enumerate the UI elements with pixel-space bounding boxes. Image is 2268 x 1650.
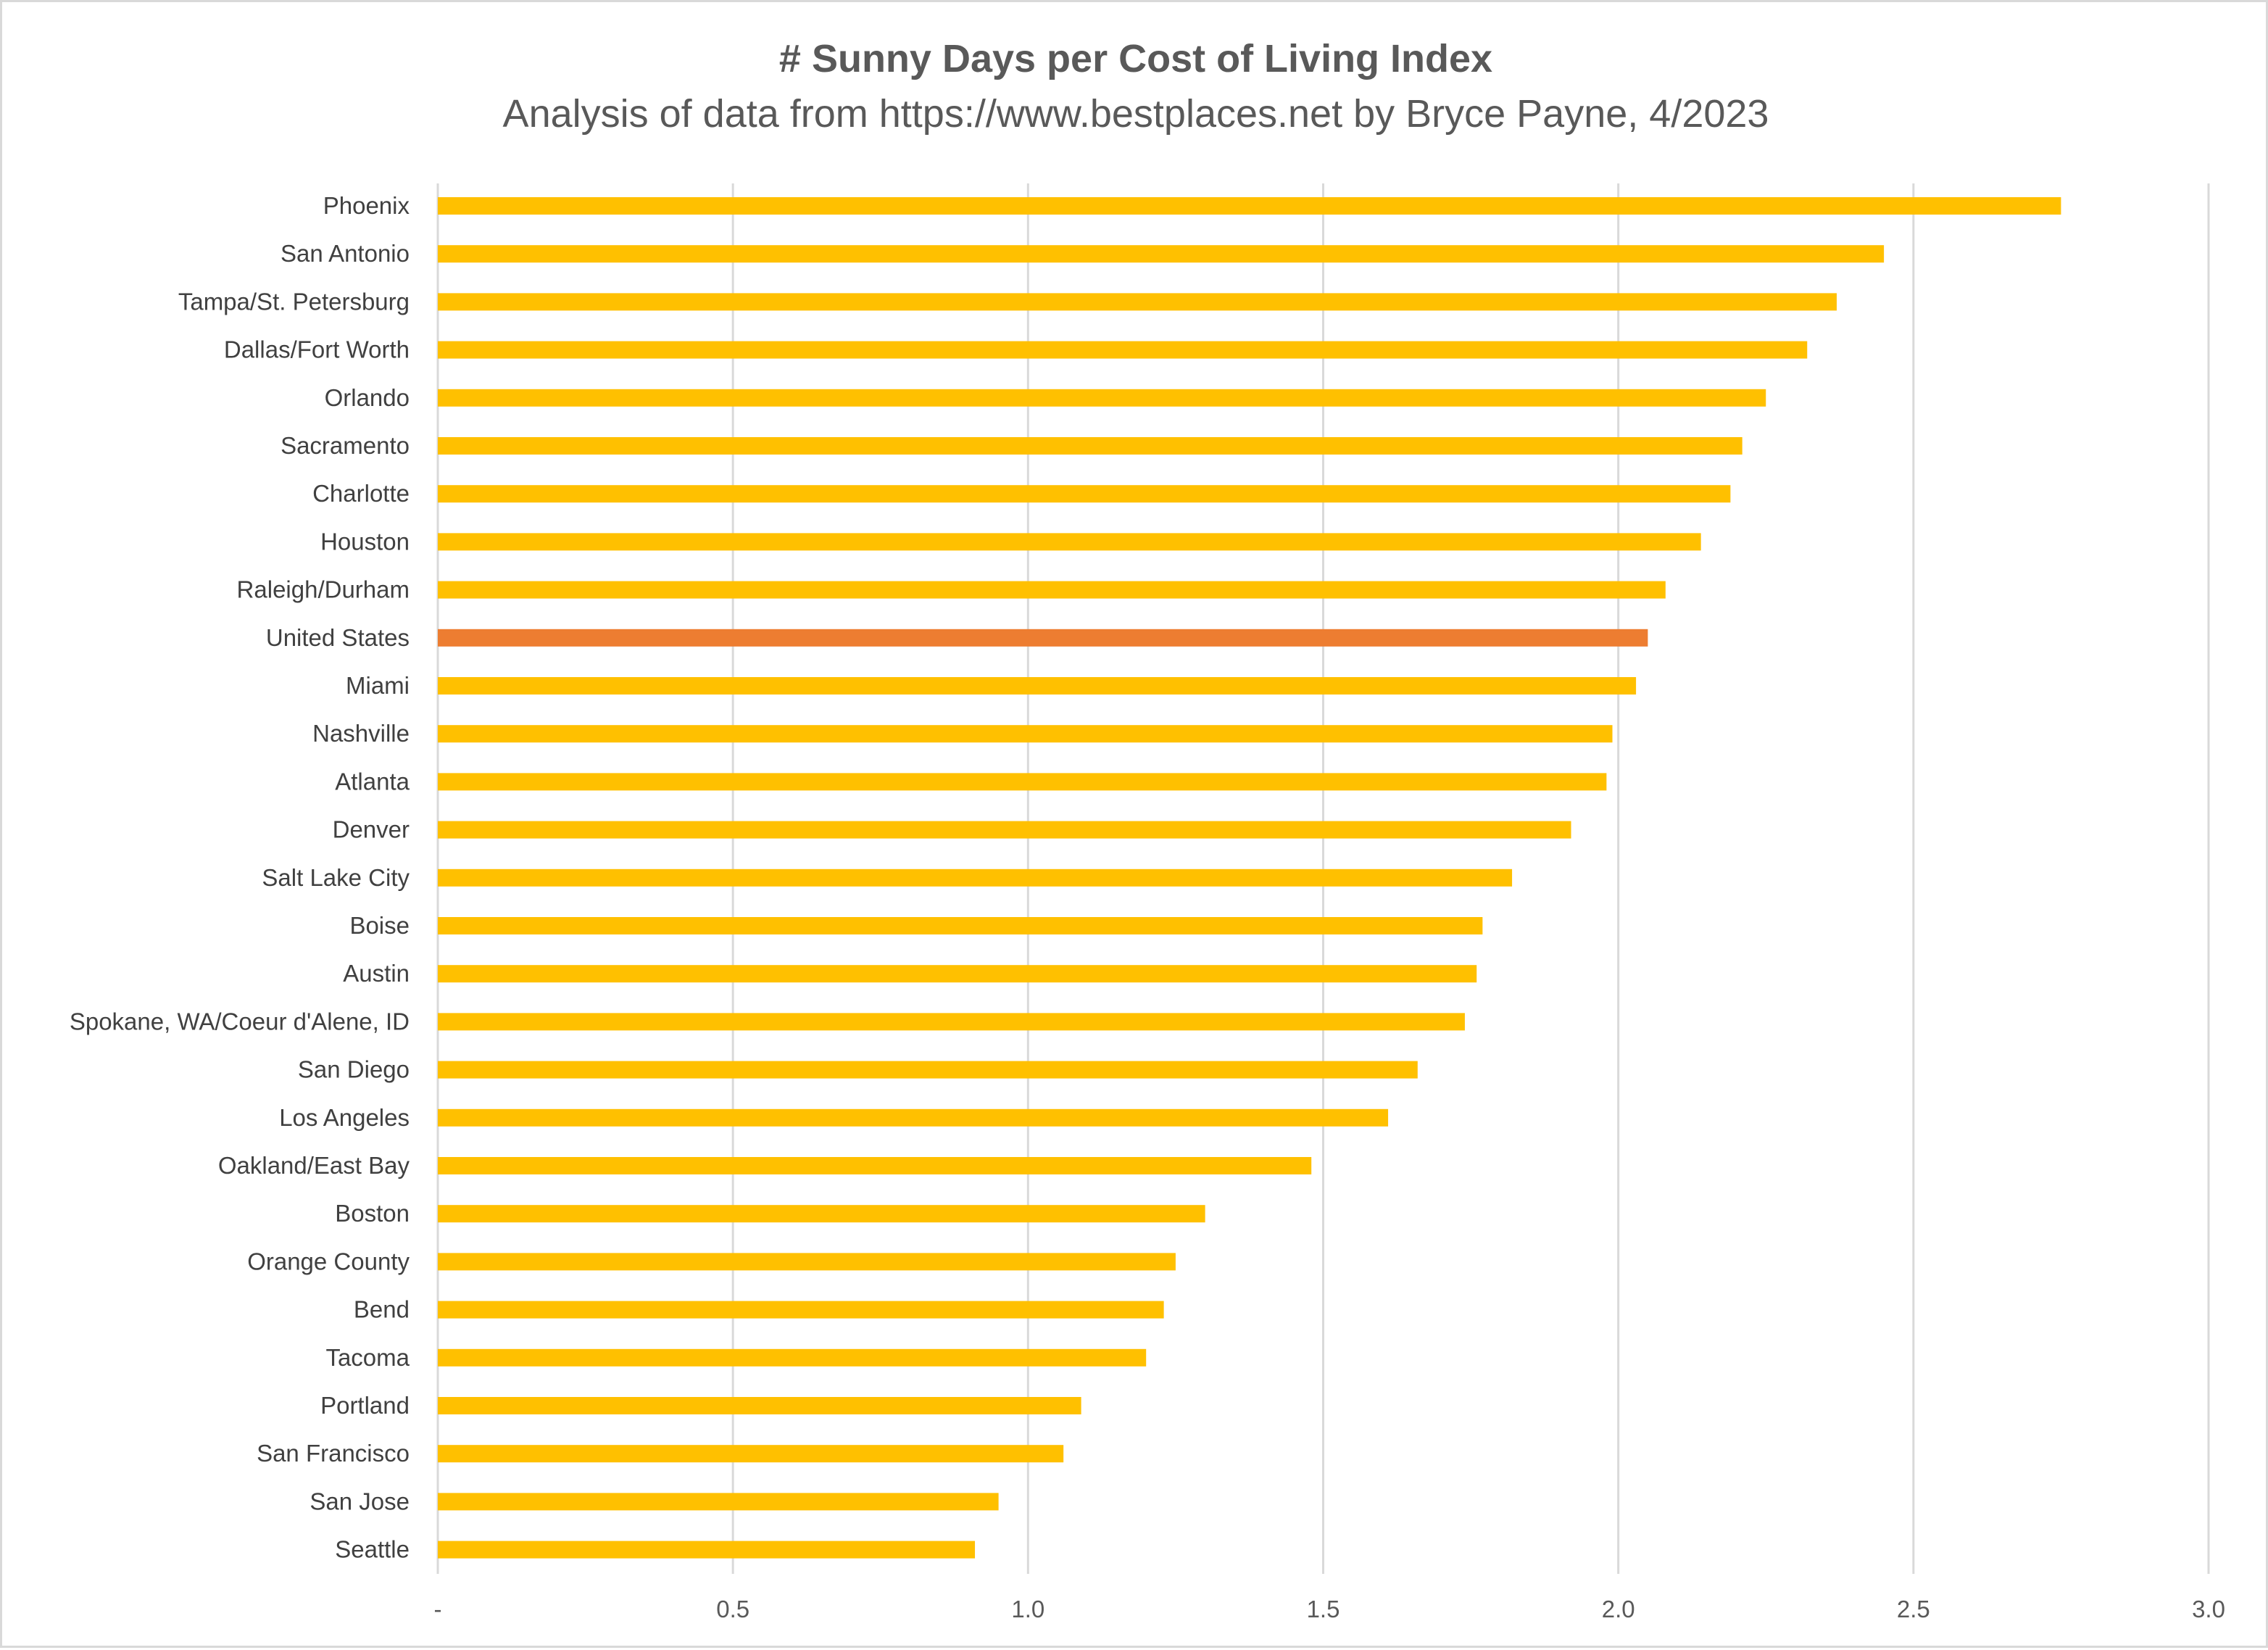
bar <box>438 1397 1081 1414</box>
category-label: San Diego <box>298 1056 410 1083</box>
category-label: Raleigh/Durham <box>237 576 410 603</box>
category-label: Tacoma <box>325 1344 410 1371</box>
x-tick-label: 2.0 <box>1602 1596 1635 1622</box>
category-label: Houston <box>320 528 410 555</box>
category-label: United States <box>266 624 410 651</box>
category-label: Nashville <box>312 720 410 747</box>
category-label: Oakland/East Bay <box>218 1152 410 1179</box>
x-tick-label: 1.0 <box>1011 1596 1044 1622</box>
x-tick-label: - <box>434 1596 442 1622</box>
bar <box>438 293 1837 311</box>
chart-subtitle: Analysis of data from https://www.bestpl… <box>503 92 1769 136</box>
x-tick-label: 1.5 <box>1307 1596 1340 1622</box>
bar <box>438 725 1613 743</box>
bar <box>438 1108 1389 1127</box>
category-label: Atlanta <box>335 768 410 795</box>
bar <box>438 1253 1176 1271</box>
category-label: Portland <box>320 1392 410 1419</box>
category-label: Tampa/St. Petersburg <box>178 288 410 315</box>
category-label: Charlotte <box>312 480 410 507</box>
category-label: San Jose <box>310 1488 410 1514</box>
category-labels: Phoenix San Antonio Tampa/St. Petersburg Da… <box>70 192 410 1563</box>
bar <box>438 917 1483 934</box>
category-label: Orlando <box>325 384 410 411</box>
bar <box>438 1205 1205 1223</box>
bar <box>438 389 1766 407</box>
bar <box>438 437 1742 455</box>
x-tick-label: 0.5 <box>716 1596 749 1622</box>
bar <box>438 773 1607 791</box>
bar <box>438 821 1571 839</box>
bar <box>438 1348 1147 1367</box>
category-label: Boise <box>349 912 410 939</box>
category-label: Dallas/Fort Worth <box>224 336 410 363</box>
category-label: Seattle <box>335 1536 410 1563</box>
bar <box>438 581 1666 599</box>
bar <box>438 965 1477 983</box>
chart-title: # Sunny Days per Cost of Living Index <box>779 37 1492 80</box>
bar <box>438 1541 976 1559</box>
category-label: Sacramento <box>281 432 410 459</box>
category-label: Orange County <box>247 1248 410 1274</box>
bar <box>438 1301 1164 1319</box>
x-tick-label: 3.0 <box>2192 1596 2225 1622</box>
bars <box>438 197 2061 1559</box>
bar <box>438 677 1637 695</box>
category-label: San Francisco <box>257 1440 410 1467</box>
category-label: Phoenix <box>323 192 410 219</box>
bar <box>438 485 1731 503</box>
category-label: Austin <box>343 960 410 987</box>
category-label: Miami <box>346 672 410 699</box>
category-label: Denver <box>333 816 410 843</box>
bar <box>438 1445 1064 1463</box>
x-tick-label: 2.5 <box>1897 1596 1930 1622</box>
category-label: Spokane, WA/Coeur d'Alene, ID <box>70 1008 410 1035</box>
category-label: Bend <box>354 1296 410 1323</box>
bar <box>438 1013 1465 1031</box>
bar <box>438 1061 1418 1079</box>
category-label: Los Angeles <box>279 1104 410 1131</box>
category-label: San Antonio <box>281 240 410 267</box>
bar <box>438 533 1701 551</box>
bar <box>438 1493 999 1511</box>
category-label: Salt Lake City <box>262 864 410 891</box>
bar <box>438 197 2061 215</box>
category-label: Boston <box>335 1200 410 1227</box>
bar <box>438 868 1513 887</box>
x-tick-labels: - 0.5 1.0 1.5 2.0 2.5 3.0 <box>434 1596 2225 1622</box>
bar <box>438 341 1808 359</box>
bar <box>438 245 1885 263</box>
bar <box>438 1157 1312 1174</box>
bar <box>438 629 1648 647</box>
